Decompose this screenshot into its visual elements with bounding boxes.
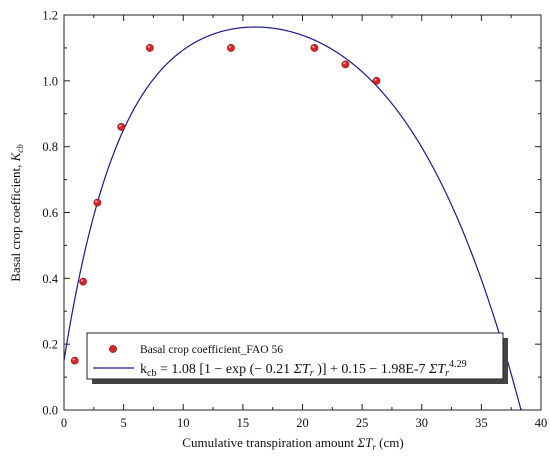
series-points (70, 44, 381, 365)
data-point (310, 44, 319, 52)
legend-marker-scatter (109, 345, 117, 353)
data-point (372, 76, 381, 85)
legend: Basal crop coefficient_FAO 56 kcb = 1.08… (86, 332, 508, 384)
data-point (227, 44, 235, 52)
data-point-highlight (147, 45, 150, 48)
x-tick-label: 0 (61, 416, 67, 430)
x-tick-label: 5 (121, 416, 127, 430)
y-axis-label: Basal crop coefficient, Kcb (8, 144, 25, 282)
data-point (79, 277, 87, 286)
data-point (341, 60, 350, 69)
x-axis-label: Cumulative transpiration amount ΣTr (cm) (182, 435, 403, 452)
data-point-highlight (72, 358, 75, 361)
data-point-highlight (95, 200, 98, 203)
y-tick-label: 0.8 (42, 140, 58, 154)
data-point-highlight (312, 45, 315, 48)
legend-box (86, 332, 504, 380)
y-tick-label: 0.4 (42, 272, 58, 286)
y-axis-ticks: 0.0 0.2 0.4 0.6 0.8 1.0 1.2 (42, 9, 541, 418)
y-tick-label: 0.6 (42, 206, 58, 220)
x-tick-label: 35 (475, 416, 488, 430)
x-tick-label: 30 (416, 416, 429, 430)
data-point (145, 44, 154, 52)
data-point (117, 123, 126, 131)
y-tick-label: 1.2 (42, 9, 58, 23)
data-point-highlight (374, 78, 377, 81)
y-tick-label: 1.0 (42, 74, 58, 88)
x-tick-label: 15 (237, 416, 250, 430)
x-tick-label: 40 (535, 416, 548, 430)
data-point-highlight (343, 62, 346, 65)
x-tick-label: 20 (296, 416, 309, 430)
data-point (93, 198, 102, 207)
y-tick-label: 0.0 (42, 404, 58, 418)
x-tick-label: 25 (356, 416, 369, 430)
legend-label-scatter: Basal crop coefficient_FAO 56 (140, 344, 283, 356)
data-point-highlight (119, 124, 122, 127)
y-tick-label: 0.2 (42, 338, 58, 352)
x-axis-ticks: 0 5 10 15 20 25 30 35 40 (61, 15, 547, 430)
legend-label-equation: kcb = 1.08 [1 − exp (− 0.21 ΣTr )] + 0.1… (140, 359, 467, 379)
data-point (70, 356, 79, 365)
x-tick-label: 10 (177, 416, 190, 430)
series-line-fit (63, 26, 523, 411)
data-point-highlight (228, 45, 231, 48)
data-point-highlight (80, 279, 84, 282)
